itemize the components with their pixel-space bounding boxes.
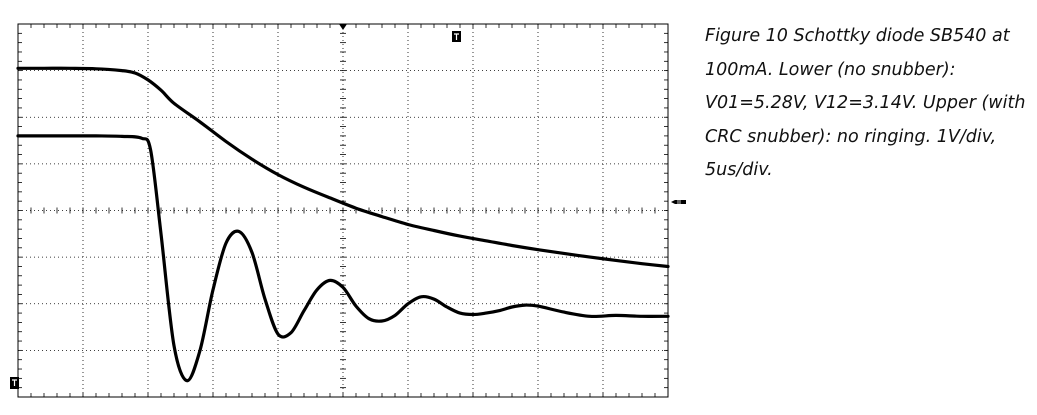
trace-point	[406, 223, 410, 226]
trace-point	[458, 234, 462, 238]
trace-point	[666, 315, 670, 318]
trace-point	[250, 251, 254, 254]
caption-line-4: CRC snubber): no ringing. 1V/div,	[705, 126, 997, 147]
top-center-marker	[339, 24, 347, 30]
trace-point	[614, 314, 618, 317]
trace-point	[328, 196, 332, 200]
trace-point	[497, 309, 501, 312]
trace-point	[289, 331, 293, 334]
trace-point	[432, 297, 436, 301]
trace-point	[94, 134, 98, 138]
upper-trace-with-snubber	[16, 66, 670, 269]
trace-point	[172, 102, 176, 105]
trace-point	[276, 173, 280, 176]
trace-point	[237, 230, 241, 233]
trace-point	[302, 186, 306, 189]
trace-point	[224, 140, 228, 143]
trace-point	[198, 120, 202, 124]
trace-point	[432, 229, 436, 232]
trace-point	[94, 67, 98, 71]
trace-point	[302, 309, 306, 312]
caption-line-1: Figure 10 Schottky diode SB540 at	[705, 26, 1010, 46]
trace-point	[315, 288, 319, 291]
trace-point	[523, 303, 527, 307]
trace-point	[211, 288, 215, 291]
trace-point	[393, 314, 397, 317]
minor-ticks	[17, 23, 669, 398]
trace-point	[536, 304, 540, 308]
caption-line-2: 100mA. Lower (no snubber):	[705, 59, 956, 80]
trace-point	[16, 134, 20, 138]
trace-point	[406, 302, 410, 305]
trace-point	[42, 67, 46, 70]
trace-point	[263, 297, 267, 301]
trace-point	[172, 344, 176, 347]
trace-point	[510, 305, 514, 309]
trace-point	[16, 67, 20, 70]
trace-point	[198, 349, 202, 352]
trace-point	[149, 148, 152, 152]
trace-point	[341, 286, 345, 289]
trace-point	[68, 67, 72, 70]
trace-point	[562, 252, 566, 255]
trace-point	[328, 279, 332, 282]
traces	[16, 66, 670, 383]
caption-line-3: V01=5.28V, V12=3.14V. Upper (with	[705, 93, 1026, 113]
trace-point	[536, 248, 540, 251]
trace-point	[42, 134, 46, 138]
trace-point	[484, 311, 488, 315]
trace-point	[68, 134, 72, 138]
caption-line-5: 5us/div.	[705, 160, 773, 180]
trace-point	[484, 239, 488, 242]
trace-point	[120, 69, 124, 72]
trace-point	[120, 135, 124, 138]
trace-point	[380, 215, 384, 218]
trace-point	[588, 255, 592, 259]
trace-point	[140, 137, 143, 140]
trigger-top-marker	[452, 31, 461, 42]
trace-point	[614, 259, 618, 262]
trace-point	[445, 305, 449, 309]
trace-point	[640, 315, 644, 318]
trace-point	[185, 379, 189, 382]
trace-point	[562, 310, 566, 314]
trace-point	[510, 244, 514, 247]
trace-point	[666, 265, 670, 268]
trace-point	[380, 319, 384, 323]
trace-point	[471, 313, 475, 316]
ground-left-marker	[10, 377, 19, 389]
figure-caption: Figure 10 Schottky diode SB540 at 100mA.…	[705, 20, 1025, 188]
trace-point	[458, 311, 462, 315]
trace-point	[224, 241, 228, 245]
trace-point	[419, 295, 423, 298]
trace-point	[159, 232, 163, 235]
trace-point	[250, 158, 254, 161]
trace-point	[133, 71, 137, 75]
trace-point	[354, 207, 358, 210]
trace-point	[159, 89, 163, 92]
trigger-right-marker	[671, 200, 686, 204]
trace-point	[588, 315, 592, 318]
trace-point	[354, 304, 358, 308]
trace-point	[146, 78, 150, 82]
trace-point	[640, 262, 644, 265]
trace-point	[367, 317, 371, 320]
trace-point	[276, 332, 280, 336]
